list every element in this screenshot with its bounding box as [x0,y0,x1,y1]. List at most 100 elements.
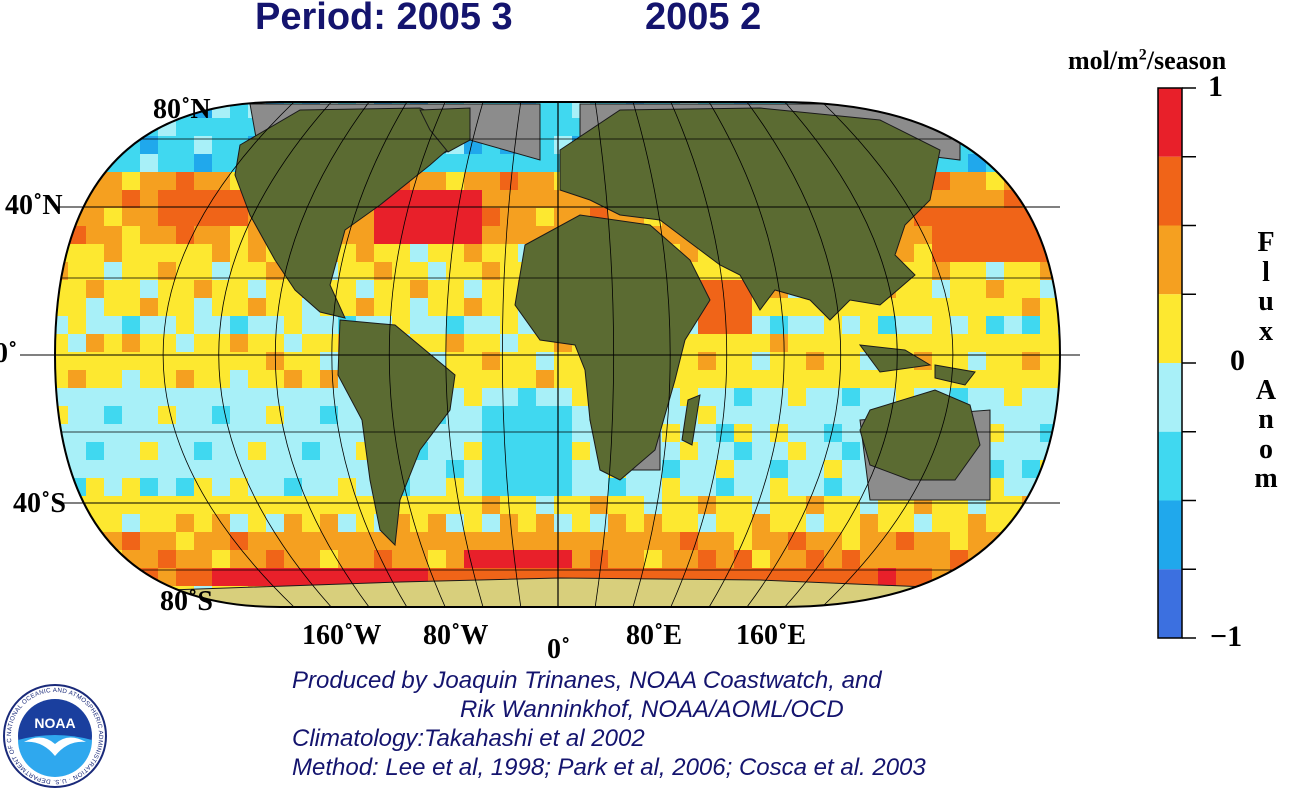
flux-cell [806,442,824,460]
flux-cell [194,334,212,352]
flux-cell [338,496,356,514]
flux-cell [158,316,176,334]
flux-cell [122,568,140,586]
lat-label-80n: 80˚N [153,94,211,125]
flux-cell [680,532,698,550]
flux-cell [482,208,500,226]
flux-cell [338,280,356,298]
flux-cell [446,478,464,496]
flux-cell [878,388,896,406]
flux-cell [68,352,86,370]
flux-cell [1004,136,1022,154]
flux-cell [212,280,230,298]
flux-cell [410,226,428,244]
flux-cell [950,172,968,190]
flux-cell [716,460,734,478]
flux-cell [104,370,122,388]
flux-cell [194,460,212,478]
flux-cell [932,244,950,262]
flux-cell [55,262,68,280]
flux-cell [140,442,158,460]
flux-cell [86,136,104,154]
flux-cell [158,226,176,244]
flux-cell [212,334,230,352]
flux-cell [950,208,968,226]
flux-cell [932,298,950,316]
colorbar-swatch [1158,225,1182,295]
flux-cell [572,424,590,442]
flux-cell [968,118,986,136]
flux-cell [284,514,302,532]
flux-cell [446,550,464,568]
flux-cell [770,388,788,406]
flux-cell [986,352,1004,370]
flux-cell [55,352,68,370]
flux-cell [1058,370,1060,388]
flux-cell [284,550,302,568]
flux-cell [1022,102,1040,118]
flux-cell [464,208,482,226]
land-masses [119,103,1011,607]
flux-cell [770,460,788,478]
flux-cell [68,172,86,190]
flux-cell [788,496,806,514]
flux-cell [914,102,932,118]
flux-cell [986,208,1004,226]
flux-cell [464,442,482,460]
flux-cell [428,262,446,280]
flux-cell [464,334,482,352]
flux-cell [428,244,446,262]
flux-cell [788,442,806,460]
flux-cell [806,352,824,370]
flux-cell [860,532,878,550]
flux-cell [842,352,860,370]
flux-cell [536,532,554,550]
flux-cell [788,316,806,334]
landmass-eurasia [559,107,941,321]
flux-cell [428,460,446,478]
flux-cell [1040,568,1058,586]
flux-cell [194,316,212,334]
flux-cell [464,514,482,532]
flux-cell [158,334,176,352]
flux-cell [68,496,86,514]
colorbar-swatch [1158,363,1182,432]
flux-cell [68,532,86,550]
flux-cell [176,424,194,442]
flux-cell [734,478,752,496]
flux-cell [212,172,230,190]
colorbar-swatch [1158,294,1182,363]
flux-cell [266,460,284,478]
flux-cell [914,244,932,262]
flux-cell [500,154,518,172]
flux-cell [140,388,158,406]
flux-cell [968,136,986,154]
flux-cell [734,514,752,532]
landmass-antarctica [119,577,1011,607]
flux-cell [446,334,464,352]
flux-cell [176,460,194,478]
flux-cell [86,226,104,244]
flux-cell [914,550,932,568]
flux-cell [338,532,356,550]
flux-cell [482,532,500,550]
flux-cell [716,514,734,532]
flux-cell [446,244,464,262]
flux-cell [302,568,320,586]
flux-cell [482,298,500,316]
flux-cell [266,406,284,424]
flux-cell [104,352,122,370]
flux-cell [572,478,590,496]
flux-cell [752,424,770,442]
flux-cell [140,298,158,316]
flux-cell [1040,316,1058,334]
flux-cell [842,604,860,607]
flux-cell [176,244,194,262]
flux-cell [68,586,86,604]
flux-cell [986,316,1004,334]
flux-cell [950,604,968,607]
flux-cell [230,514,248,532]
flux-cell [734,424,752,442]
flux-cell [266,442,284,460]
flux-cell [842,514,860,532]
